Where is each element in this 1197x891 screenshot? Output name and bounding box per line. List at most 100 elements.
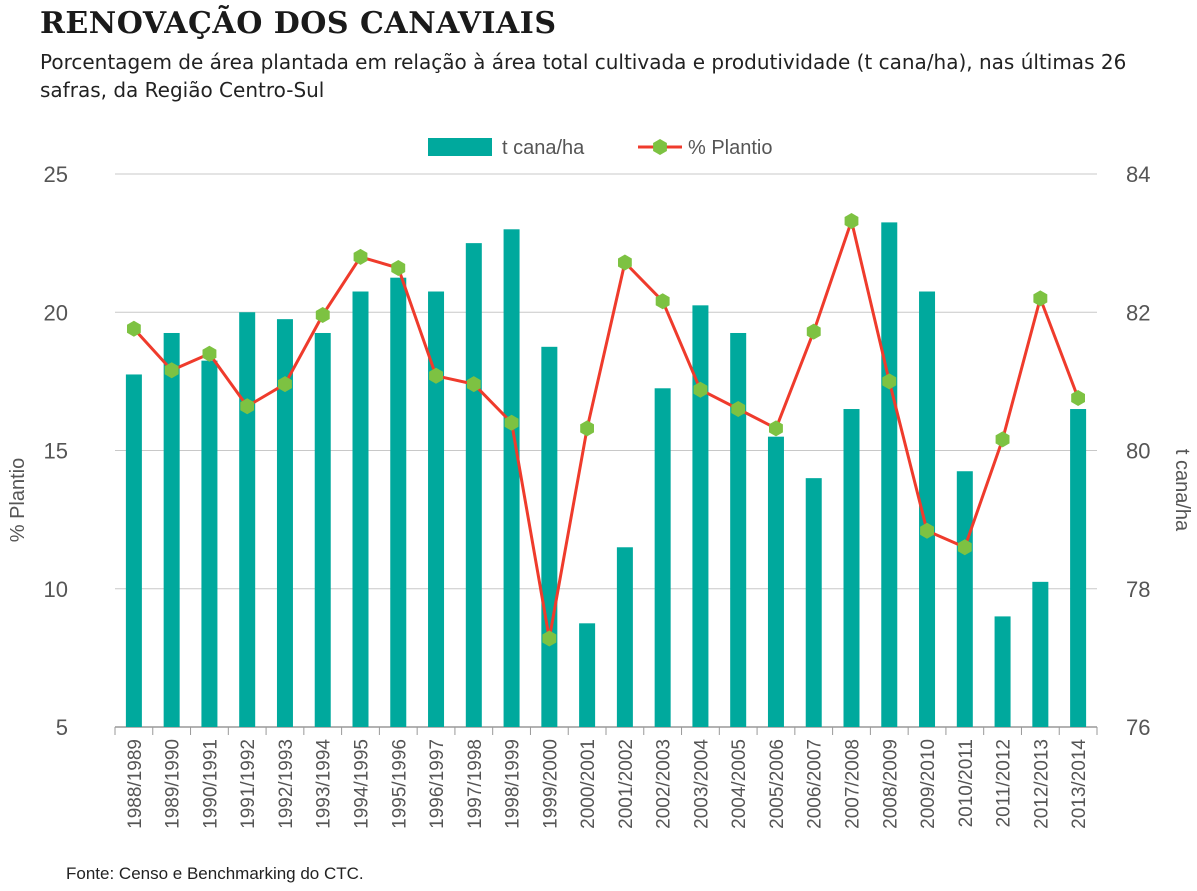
line-point bbox=[731, 401, 746, 417]
line-point bbox=[353, 248, 368, 265]
bar bbox=[1032, 581, 1049, 727]
bar bbox=[616, 547, 633, 727]
x-tick-label: 2003/2004 bbox=[691, 739, 712, 829]
x-tick-label: 1993/1994 bbox=[314, 739, 335, 829]
line-point bbox=[920, 522, 934, 539]
chart-subtitle: Porcentagem de área plantada em relação … bbox=[40, 50, 1127, 102]
line-series-plantio bbox=[127, 213, 1085, 647]
x-tick-label: 1997/1998 bbox=[465, 739, 486, 829]
bar bbox=[843, 409, 860, 727]
x-tick-label: 1996/1997 bbox=[427, 739, 448, 829]
gridlines bbox=[114, 173, 1098, 735]
line-point bbox=[202, 345, 217, 362]
source-note: Fonte: Censo e Benchmarking do CTC. bbox=[66, 864, 364, 883]
left-tick-label: 25 bbox=[44, 162, 68, 187]
x-tick-label: 1995/1996 bbox=[389, 739, 410, 829]
left-tick-label: 5 bbox=[56, 715, 68, 740]
bar bbox=[352, 291, 369, 727]
x-tick-label: 1991/1992 bbox=[238, 739, 259, 829]
bar bbox=[239, 312, 256, 727]
bar bbox=[881, 222, 898, 727]
x-tick-label: 2004/2005 bbox=[729, 739, 750, 829]
line-point bbox=[278, 376, 292, 393]
x-tick-label: 1998/1999 bbox=[503, 739, 524, 829]
left-tick-label: 15 bbox=[44, 439, 68, 464]
bar bbox=[503, 229, 520, 728]
line-point bbox=[429, 367, 443, 384]
bar bbox=[654, 388, 671, 727]
line-point bbox=[655, 293, 670, 310]
right-tick-label: 84 bbox=[1126, 162, 1150, 187]
legend-line-marker bbox=[653, 139, 667, 155]
x-tick-label: 2012/2013 bbox=[1031, 739, 1052, 829]
bar-series-t-cana-ha bbox=[125, 222, 1087, 728]
x-tick-label: 2000/2001 bbox=[578, 739, 599, 829]
right-axis-ticks: 76 78 80 82 84 bbox=[1126, 162, 1150, 740]
line-point bbox=[957, 539, 972, 556]
line-point bbox=[844, 213, 859, 229]
line-point bbox=[693, 381, 708, 398]
line-point bbox=[1071, 390, 1085, 406]
line-point bbox=[164, 362, 179, 379]
line-point bbox=[1033, 290, 1048, 307]
x-tick-label: 2002/2003 bbox=[654, 739, 675, 829]
right-axis-label: t cana/ha bbox=[1171, 449, 1193, 532]
line-point bbox=[504, 414, 519, 431]
bar bbox=[428, 291, 445, 727]
x-tick-label: 1990/1991 bbox=[200, 739, 221, 829]
line-point bbox=[618, 254, 632, 271]
x-tick-label: 1989/1990 bbox=[163, 739, 184, 829]
left-axis-label: % Plantio bbox=[7, 458, 29, 543]
left-tick-label: 10 bbox=[44, 577, 68, 602]
bar bbox=[163, 332, 180, 727]
bar bbox=[1070, 409, 1087, 727]
x-tick-label: 1988/1989 bbox=[125, 739, 146, 829]
bar bbox=[465, 243, 482, 727]
x-tick-label: 2005/2006 bbox=[767, 739, 788, 829]
left-tick-label: 20 bbox=[44, 300, 68, 325]
series-line bbox=[132, 219, 1080, 640]
right-tick-label: 80 bbox=[1126, 439, 1150, 464]
line-point bbox=[240, 398, 255, 415]
legend-bar-label: t cana/ha bbox=[502, 137, 585, 159]
line-point bbox=[769, 420, 783, 437]
x-tick-label: 2013/2014 bbox=[1069, 739, 1090, 829]
bar bbox=[767, 436, 784, 727]
bar bbox=[541, 346, 558, 727]
legend: t cana/ha % Plantio bbox=[428, 137, 773, 159]
bar bbox=[579, 623, 596, 727]
x-tick-label: 2011/2012 bbox=[994, 739, 1015, 827]
right-tick-label: 78 bbox=[1126, 577, 1150, 602]
x-tick-label: 1999/2000 bbox=[540, 739, 561, 829]
line-point bbox=[315, 307, 330, 323]
x-tick-label: 2009/2010 bbox=[918, 739, 939, 829]
line-point bbox=[882, 373, 897, 390]
x-tick-label: 2006/2007 bbox=[805, 739, 826, 829]
bar bbox=[276, 319, 293, 727]
bar bbox=[201, 360, 218, 727]
bar bbox=[956, 471, 973, 727]
x-tick-label: 1994/1995 bbox=[352, 739, 373, 829]
bar bbox=[805, 478, 822, 727]
line-point bbox=[995, 431, 1010, 448]
x-tick-label: 2010/2011 bbox=[956, 739, 977, 827]
x-axis-ticks: 1988/1989 1989/1990 1990/1991 1991/1992 1992… bbox=[125, 739, 1090, 829]
legend-line-label: % Plantio bbox=[688, 137, 773, 159]
bar bbox=[919, 291, 936, 727]
bar bbox=[125, 374, 142, 727]
line-point bbox=[466, 376, 481, 393]
bar bbox=[730, 332, 747, 727]
bar bbox=[314, 332, 331, 727]
bar bbox=[692, 305, 709, 727]
line-point bbox=[542, 630, 557, 647]
bar bbox=[994, 616, 1011, 727]
right-tick-label: 76 bbox=[1126, 715, 1150, 740]
right-tick-label: 82 bbox=[1126, 300, 1150, 325]
x-tick-label: 2007/2008 bbox=[843, 739, 864, 829]
legend-bar-swatch bbox=[428, 138, 492, 156]
line-point bbox=[806, 323, 821, 340]
x-tick-label: 1992/1993 bbox=[276, 739, 297, 829]
line-point bbox=[580, 420, 594, 437]
line-point bbox=[391, 260, 406, 276]
